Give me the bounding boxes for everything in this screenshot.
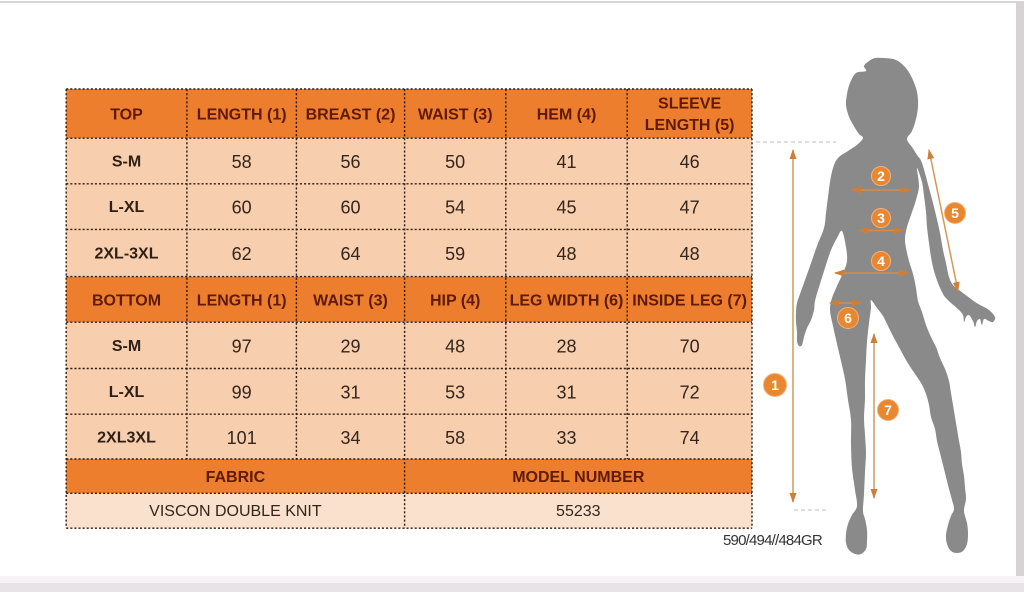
svg-text:INSIDE LEG (7): INSIDE LEG (7) (632, 293, 747, 310)
svg-text:LEG WIDTH (6): LEG WIDTH (6) (510, 293, 624, 310)
svg-text:62: 62 (232, 244, 252, 264)
svg-text:BREAST (2): BREAST (2) (306, 107, 396, 124)
svg-text:WAIST (3): WAIST (3) (313, 293, 388, 310)
svg-text:HIP (4): HIP (4) (430, 293, 480, 310)
svg-text:28: 28 (556, 337, 576, 357)
svg-text:54: 54 (445, 198, 465, 218)
svg-text:MODEL NUMBER: MODEL NUMBER (512, 469, 645, 486)
svg-text:99: 99 (232, 383, 252, 403)
svg-text:1: 1 (771, 377, 779, 393)
svg-text:48: 48 (556, 244, 576, 264)
svg-text:BOTTOM: BOTTOM (92, 293, 161, 310)
svg-text:50: 50 (445, 152, 465, 172)
svg-text:31: 31 (340, 383, 360, 403)
svg-text:64: 64 (340, 244, 360, 264)
svg-text:46: 46 (680, 152, 700, 172)
svg-text:7: 7 (884, 402, 892, 418)
svg-text:VISCON DOUBLE KNIT: VISCON DOUBLE KNIT (149, 503, 322, 520)
svg-text:L-XL: L-XL (109, 199, 145, 216)
svg-text:47: 47 (680, 198, 700, 218)
svg-text:56: 56 (340, 152, 360, 172)
svg-text:S-M: S-M (112, 154, 141, 171)
svg-text:2XL-3XL: 2XL-3XL (94, 246, 158, 263)
svg-text:WAIST (3): WAIST (3) (418, 107, 493, 124)
svg-text:L-XL: L-XL (109, 384, 145, 401)
svg-text:FABRIC: FABRIC (206, 469, 266, 486)
svg-text:HEM (4): HEM (4) (537, 107, 597, 124)
svg-text:LENGTH (1): LENGTH (1) (197, 293, 287, 310)
svg-text:60: 60 (340, 198, 360, 218)
svg-text:31: 31 (556, 383, 576, 403)
svg-text:S-M: S-M (112, 338, 141, 355)
svg-text:29: 29 (340, 337, 360, 357)
svg-text:101: 101 (227, 428, 257, 448)
svg-text:590/494//484GR: 590/494//484GR (723, 532, 823, 549)
svg-text:4: 4 (877, 253, 885, 269)
svg-text:55233: 55233 (556, 503, 601, 520)
svg-text:60: 60 (232, 198, 252, 218)
svg-text:3: 3 (877, 210, 885, 226)
svg-text:SLEEVE: SLEEVE (658, 96, 721, 113)
svg-text:48: 48 (680, 244, 700, 264)
svg-text:TOP: TOP (110, 107, 143, 124)
svg-text:LENGTH (5): LENGTH (5) (645, 117, 735, 134)
svg-text:58: 58 (232, 152, 252, 172)
svg-text:48: 48 (445, 337, 465, 357)
svg-text:LENGTH (1): LENGTH (1) (197, 107, 287, 124)
svg-text:2XL3XL: 2XL3XL (97, 430, 156, 447)
svg-text:5: 5 (951, 205, 959, 221)
svg-text:58: 58 (445, 428, 465, 448)
svg-text:34: 34 (340, 428, 360, 448)
svg-text:74: 74 (680, 428, 700, 448)
svg-text:70: 70 (680, 337, 700, 357)
svg-text:6: 6 (844, 310, 852, 326)
svg-text:72: 72 (680, 383, 700, 403)
svg-text:53: 53 (445, 383, 465, 403)
svg-text:2: 2 (877, 168, 885, 184)
svg-text:33: 33 (556, 428, 576, 448)
svg-text:59: 59 (445, 244, 465, 264)
svg-text:97: 97 (232, 337, 252, 357)
svg-text:41: 41 (556, 152, 576, 172)
svg-text:45: 45 (556, 198, 576, 218)
